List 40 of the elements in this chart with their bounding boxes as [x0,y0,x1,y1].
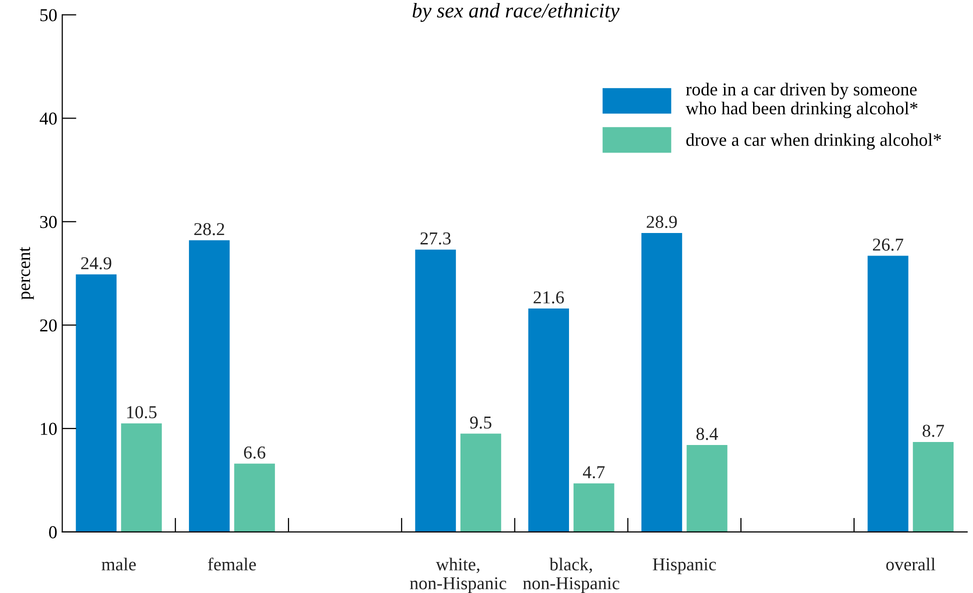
y-tick-label: 40 [40,112,57,125]
data-label: 28.9 [646,216,677,228]
x-tick-label: white, non-Hispanic [410,558,506,593]
data-label: 8.7 [922,424,944,437]
y-tick-label: 20 [40,319,57,332]
bar [574,483,614,532]
y-tick-label: 30 [40,216,57,228]
data-label: 10.5 [127,406,157,418]
x-tick-label: overall [886,558,936,570]
legend-label: drove a car when drinking alcohol* [686,133,941,150]
bar [415,250,456,532]
y-axis-title: percent [20,246,34,300]
data-label: 8.4 [696,428,718,440]
bar [868,256,908,532]
data-label: 4.7 [582,466,605,478]
y-tick-label: 0 [49,526,57,538]
data-label: 9.5 [470,416,492,429]
chart-title: by sex and race/ethnicity [412,2,620,22]
data-label: 24.9 [81,257,112,270]
bar [76,274,117,532]
y-tick-label: 50 [40,9,57,22]
bar [528,308,570,532]
data-label: 6.6 [244,446,266,459]
x-tick-label: black, non-Hispanic [523,558,620,593]
data-label: 21.6 [534,291,564,304]
bar [460,434,502,532]
data-label: 27.3 [420,232,451,245]
data-label: 28.2 [194,223,224,236]
bar [641,233,682,532]
data-label: 26.7 [872,238,904,251]
x-tick-label: female [208,558,256,570]
bar [912,442,954,532]
y-tick-label: 10 [40,422,57,435]
legend-label: rode in a car driven by someone who had been drinking alcohol* [686,82,918,118]
bar [686,445,728,532]
bar [121,423,162,532]
x-tick-label: male [102,558,136,570]
bar [234,464,275,532]
x-tick-label: Hispanic [652,558,716,574]
bar [188,240,230,532]
